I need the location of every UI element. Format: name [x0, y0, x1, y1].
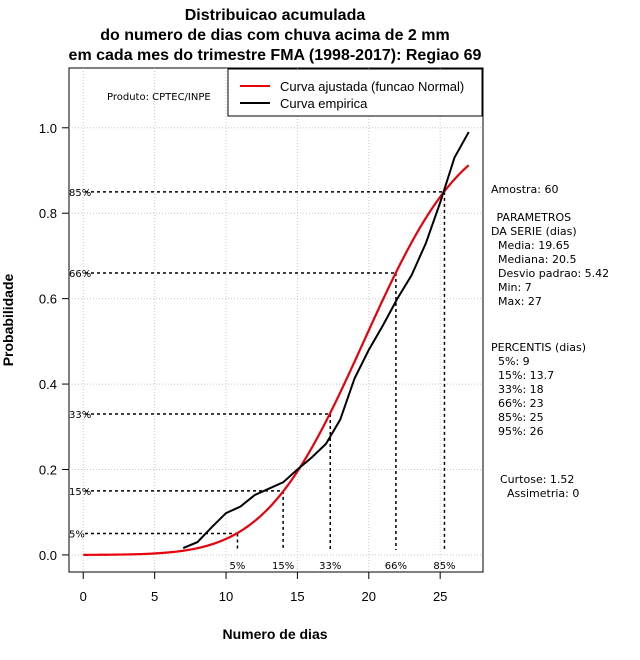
y-tick-label: 0.6 [39, 292, 57, 307]
stat-sd: Desvio padrao: 5.42 [491, 267, 609, 280]
percentile-x-label: 33% [319, 561, 341, 572]
stat-params-heading: PARAMETROS [493, 211, 571, 224]
x-tick-label: 0 [80, 589, 87, 604]
percentile-y-label: 85% [69, 188, 91, 199]
x-tick-label: 15 [290, 589, 304, 604]
stat-p95: 95%: 26 [491, 425, 544, 438]
x-tick-label: 5 [151, 589, 158, 604]
stat-skewness: Assimetria: 0 [500, 487, 579, 500]
stat-p33: 33%: 18 [491, 383, 544, 396]
stat-mean: Media: 19.65 [491, 239, 570, 252]
percentile-x-label: 5% [230, 561, 246, 572]
stat-params-subheading: DA SERIE (dias) [491, 225, 577, 238]
plot-area [68, 67, 484, 573]
stat-kurtosis: Curtose: 1.52 [500, 473, 574, 486]
y-axis-title: Probabilidade [0, 274, 16, 367]
axes: 0 5 10 15 20 25 0.0 0.2 0.4 0.6 0.8 1.0 [39, 121, 447, 604]
stat-percentiles-heading: PERCENTIS (dias) [491, 341, 586, 354]
y-tick-label: 0.2 [39, 462, 57, 477]
y-tick-label: 0.0 [39, 548, 57, 563]
x-axis-title: Numero de dias [222, 626, 327, 642]
percentile-y-label: 15% [69, 487, 91, 498]
x-tick-label: 20 [362, 589, 376, 604]
percentile-y-label: 66% [69, 269, 91, 280]
stat-min: Min: 7 [491, 281, 532, 294]
empirical-curve [182, 131, 470, 550]
y-tick-label: 0.8 [39, 206, 57, 221]
legend: Curva ajustada (funcao Normal) Curva emp… [227, 68, 483, 117]
legend-box [227, 68, 483, 117]
stat-p66: 66%: 23 [491, 397, 544, 410]
stat-sample-size: Amostra: 60 [491, 183, 558, 196]
percentile-x-label: 66% [385, 561, 407, 572]
credit-label: Produto: CPTEC/INPE [107, 92, 211, 103]
curves [83, 131, 470, 556]
statistics-panel: Amostra: 60 PARAMETROS DA SERIE (dias) M… [491, 183, 609, 500]
stat-p15: 15%: 13.7 [491, 369, 554, 382]
chart-title-line-1: Distribuicao acumulada [185, 7, 366, 24]
chart-title-line-2: do numero de dias com chuva acima de 2 m… [100, 27, 449, 44]
y-tick-label: 0.4 [39, 377, 57, 392]
stat-p5: 5%: 9 [491, 355, 530, 368]
fitted-normal-curve [83, 164, 470, 556]
legend-label-fit: Curva ajustada (funcao Normal) [280, 79, 464, 94]
x-tick-label: 10 [219, 589, 233, 604]
stat-p85: 85%: 25 [491, 411, 544, 424]
x-tick-label: 25 [433, 589, 447, 604]
y-tick-label: 1.0 [39, 121, 57, 136]
legend-label-empirical: Curva empirica [280, 96, 368, 111]
percentile-y-label: 5% [69, 530, 85, 541]
percentile-y-label: 33% [69, 410, 91, 421]
grid [69, 68, 483, 572]
percentile-reference-lines: 5% 5% 15% 15% 33% 33% 66% 66% 85% 85% [69, 188, 456, 572]
percentile-x-label: 85% [433, 561, 455, 572]
stat-median: Mediana: 20.5 [491, 253, 576, 266]
chart-title-line-3: em cada mes do trimestre FMA (1998-2017)… [69, 47, 482, 64]
percentile-x-label: 15% [272, 561, 294, 572]
stat-max: Max: 27 [491, 295, 542, 308]
